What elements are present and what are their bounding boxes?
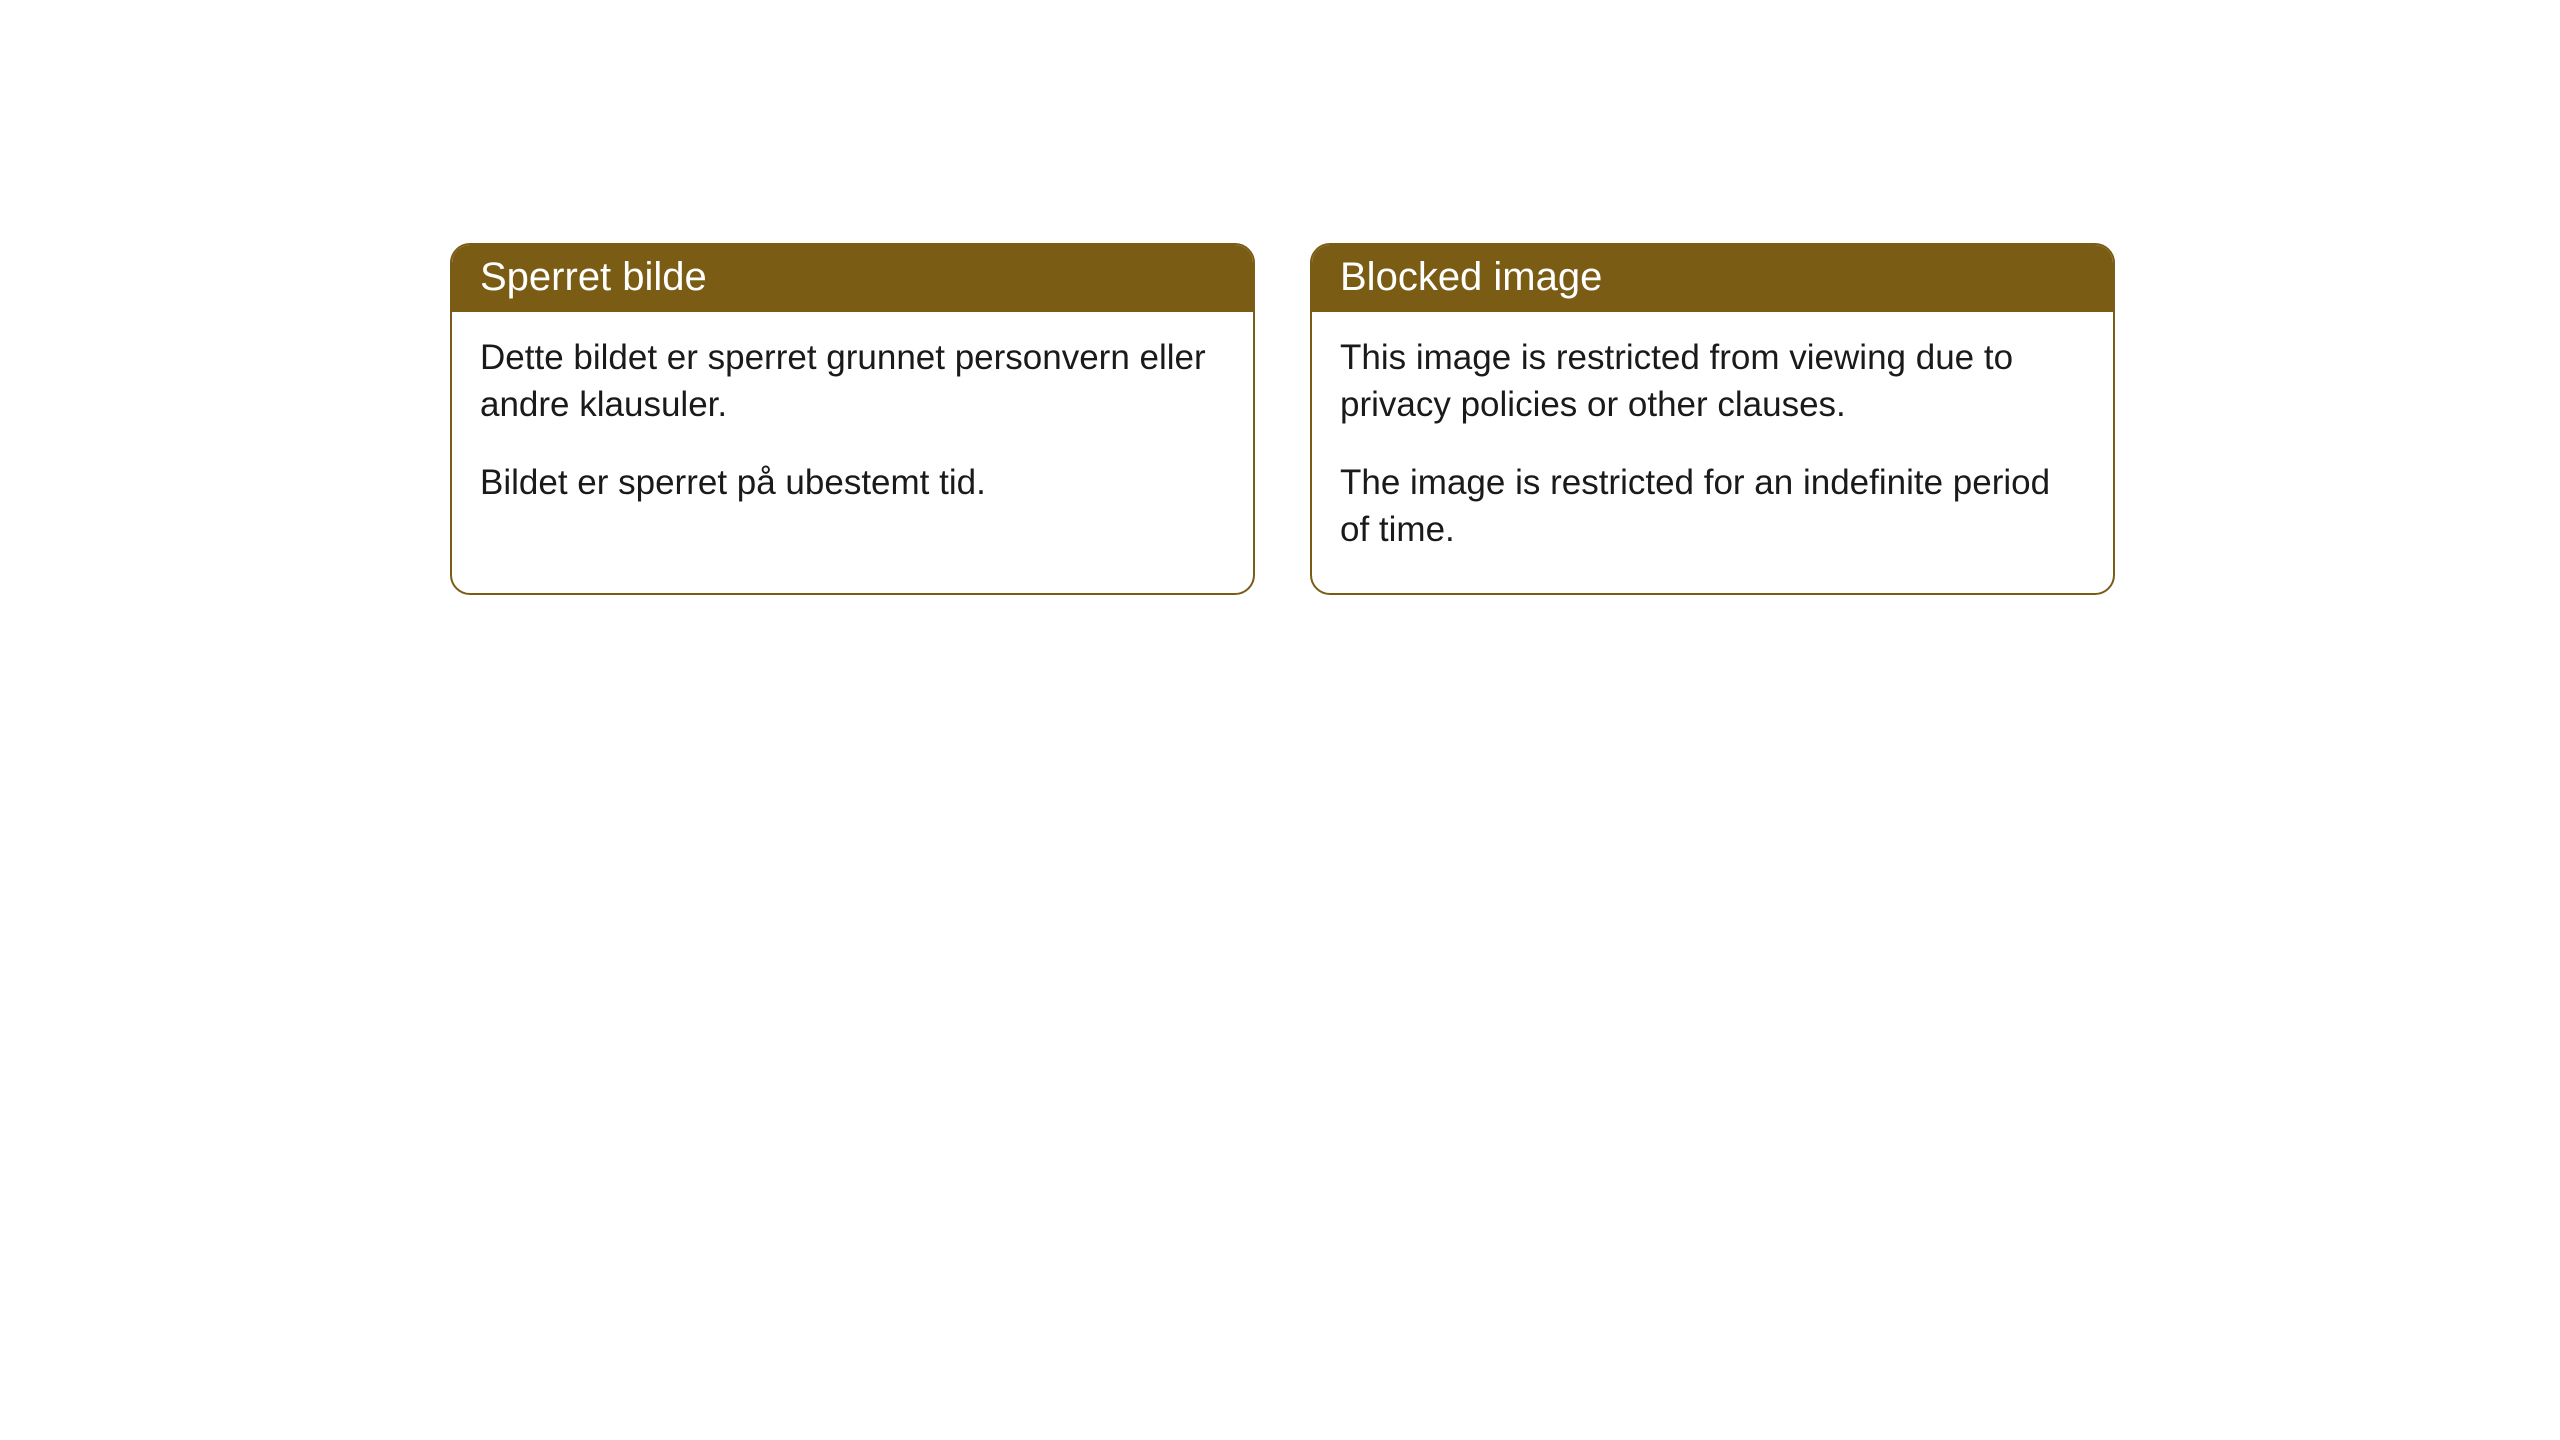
notice-card-english: Blocked image This image is restricted f… [1310, 243, 2115, 595]
card-body: This image is restricted from viewing du… [1312, 312, 2113, 593]
notice-card-norwegian: Sperret bilde Dette bildet er sperret gr… [450, 243, 1255, 595]
card-title: Sperret bilde [480, 255, 707, 299]
card-header: Sperret bilde [452, 245, 1253, 312]
card-paragraph: Bildet er sperret på ubestemt tid. [480, 459, 1225, 506]
card-title: Blocked image [1340, 255, 1602, 299]
card-paragraph: Dette bildet er sperret grunnet personve… [480, 334, 1225, 429]
notice-container: Sperret bilde Dette bildet er sperret gr… [450, 243, 2115, 595]
card-body: Dette bildet er sperret grunnet personve… [452, 312, 1253, 546]
card-header: Blocked image [1312, 245, 2113, 312]
card-paragraph: This image is restricted from viewing du… [1340, 334, 2085, 429]
card-paragraph: The image is restricted for an indefinit… [1340, 459, 2085, 554]
